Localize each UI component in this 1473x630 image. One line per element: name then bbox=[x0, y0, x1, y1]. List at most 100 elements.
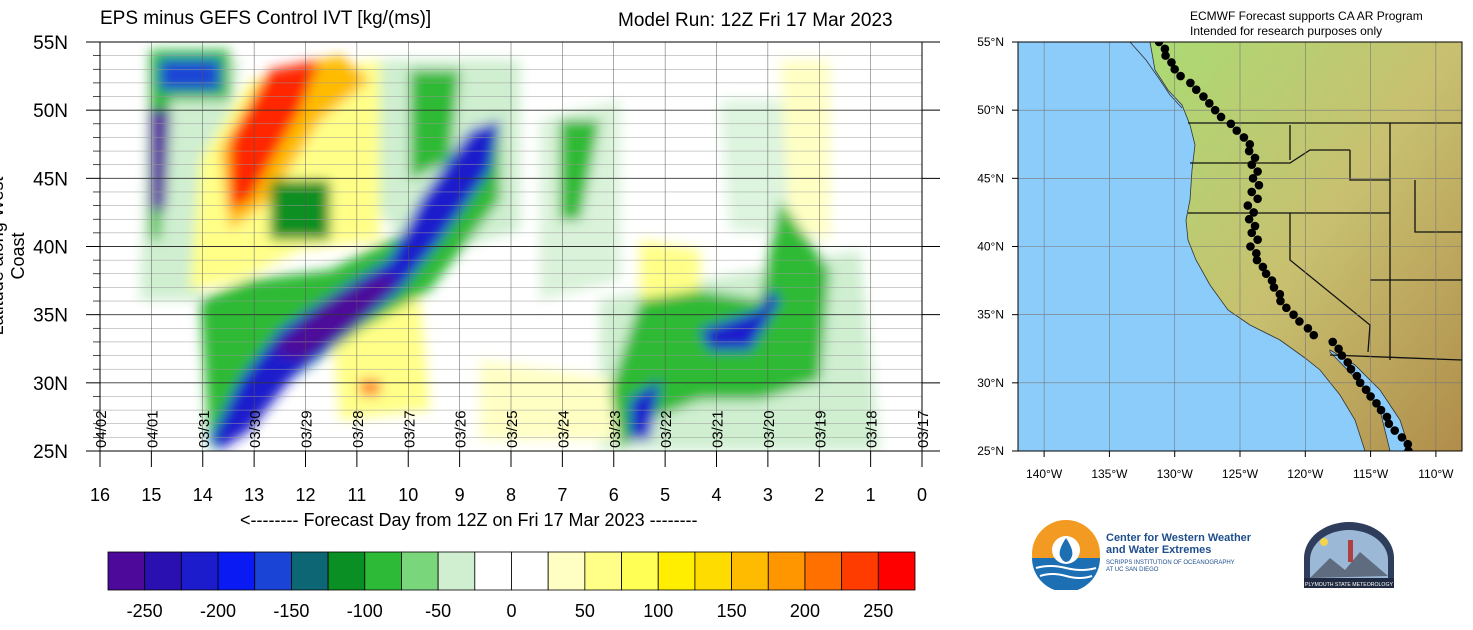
coast-point bbox=[1352, 371, 1362, 381]
coast-point bbox=[1205, 99, 1214, 108]
coast-point bbox=[1167, 58, 1176, 67]
x-tick-label: 3 bbox=[763, 485, 773, 505]
coast-point bbox=[1382, 412, 1392, 422]
map-lon-label: 125°W bbox=[1222, 467, 1259, 481]
coast-point bbox=[1337, 351, 1347, 360]
coast-point bbox=[1253, 235, 1262, 244]
coast-point bbox=[1253, 167, 1262, 176]
map-lat-label: 40°N bbox=[977, 240, 1004, 254]
coast-point bbox=[1253, 194, 1262, 204]
coast-point bbox=[1346, 364, 1356, 374]
date-label: 03/18 bbox=[864, 410, 881, 448]
map-lon-label: 110°W bbox=[1418, 467, 1454, 481]
y-ticks: 25N 30N 35N 40N 45N 50N 55N bbox=[33, 33, 940, 463]
coast-point bbox=[1376, 405, 1386, 415]
coast-point bbox=[1216, 112, 1226, 122]
colorbar-swatch bbox=[584, 551, 622, 591]
date-label: 03/28 bbox=[350, 410, 367, 448]
coast-point bbox=[1252, 249, 1261, 258]
coast-point bbox=[1226, 119, 1236, 129]
coast-point bbox=[1160, 44, 1170, 54]
x-tick-label: 10 bbox=[398, 485, 418, 505]
date-label: 03/25 bbox=[504, 410, 521, 448]
colorbar-label: -250 bbox=[127, 601, 163, 621]
coast-point bbox=[1244, 146, 1254, 156]
coast-point bbox=[1170, 64, 1180, 74]
coast-point bbox=[1244, 214, 1254, 224]
model-run-label: Model Run: 12Z Fri 17 Mar 2023 bbox=[618, 10, 893, 31]
coast-point bbox=[1261, 269, 1271, 279]
colorbar-label: 100 bbox=[643, 601, 673, 621]
date-label: 03/19 bbox=[812, 410, 829, 448]
map-lon-label: 115°W bbox=[1353, 467, 1389, 481]
coast-point bbox=[1275, 289, 1285, 299]
y-tick-label: 45N bbox=[33, 169, 68, 190]
colorbar-labels: -250 -200 -150 -100 -50 0 50 100 150 200 250 bbox=[127, 601, 894, 621]
date-label: 03/17 bbox=[915, 410, 932, 448]
coast-point bbox=[1250, 153, 1260, 163]
colorbar-swatch bbox=[107, 551, 146, 591]
coast-point bbox=[1154, 42, 1164, 47]
coast-point bbox=[1248, 174, 1258, 183]
colorbar-swatch bbox=[511, 551, 549, 591]
colorbar-label: 50 bbox=[575, 601, 595, 621]
date-label: 03/30 bbox=[247, 410, 264, 448]
colorbar-swatch bbox=[401, 551, 439, 591]
coast-point bbox=[1397, 433, 1407, 442]
colorbar-label: 0 bbox=[506, 601, 516, 621]
coast-point bbox=[1295, 317, 1304, 326]
coast-point bbox=[1245, 139, 1255, 149]
coast-point bbox=[1309, 330, 1319, 340]
colorbar-label: 150 bbox=[717, 601, 747, 621]
map-notice-line2: Intended for research purposes only bbox=[1190, 24, 1383, 38]
cw3e-sub2: AT UC SAN DIEGO bbox=[1106, 567, 1159, 573]
y-tick-label: 35N bbox=[33, 306, 68, 327]
colorbar-swatch bbox=[657, 551, 696, 591]
x-tick-label: 1 bbox=[866, 485, 876, 505]
y-tick-label: 50N bbox=[33, 101, 68, 122]
date-labels: 04/02 04/01 03/31 03/30 03/29 03/28 03/27 03/26… bbox=[93, 410, 932, 448]
psu-logo-text: PLYMOUTH STATE METEOROLOGY bbox=[1305, 582, 1393, 588]
coast-point bbox=[1254, 180, 1264, 190]
map-lon-labels: 140°W 135°W 130°W 125°W 120°W 115°W 110°W bbox=[1026, 451, 1454, 481]
y-tick-label: 30N bbox=[33, 374, 68, 395]
colorbar-swatch bbox=[547, 551, 586, 591]
y-tick-label: 40N bbox=[33, 238, 68, 259]
map-lat-label: 35°N bbox=[977, 308, 1004, 322]
colorbar-swatch bbox=[841, 551, 879, 591]
coast-point bbox=[1355, 378, 1365, 388]
coast-point bbox=[1249, 208, 1259, 217]
map-notice-line1: ECMWF Forecast supports CA AR Program bbox=[1190, 9, 1423, 23]
colorbar-swatch bbox=[437, 551, 476, 591]
date-label: 03/24 bbox=[555, 410, 572, 448]
water-drop-icon bbox=[1059, 538, 1073, 562]
coast-point bbox=[1239, 133, 1249, 142]
x-tick-label: 6 bbox=[609, 485, 619, 505]
map-lat-label: 45°N bbox=[977, 171, 1004, 185]
coast-point bbox=[1250, 221, 1260, 231]
colorbar-swatch bbox=[180, 551, 219, 591]
x-tick-label: 4 bbox=[711, 485, 721, 505]
sun-icon bbox=[1320, 538, 1328, 546]
colorbar-label: -150 bbox=[273, 601, 309, 621]
coast-point bbox=[1269, 283, 1279, 292]
colorbar-label: 250 bbox=[863, 601, 893, 621]
map-lat-label: 30°N bbox=[977, 376, 1004, 390]
coast-point bbox=[1267, 276, 1277, 285]
x-tick-label: 13 bbox=[244, 485, 264, 505]
date-label: 04/02 bbox=[93, 410, 110, 448]
map-lon-label: 135°W bbox=[1091, 467, 1128, 481]
coast-point bbox=[1252, 255, 1262, 265]
coast-point bbox=[1191, 85, 1201, 95]
map-lat-label: 50°N bbox=[977, 103, 1004, 117]
map-lat-labels: 55°N 50°N 45°N 40°N 35°N 30°N 25°N bbox=[977, 35, 1018, 458]
date-label: 03/23 bbox=[607, 410, 624, 448]
lighthouse-icon bbox=[1348, 540, 1353, 562]
coast-point bbox=[1276, 296, 1285, 306]
colorbar-swatch bbox=[731, 551, 769, 591]
chart-title: EPS minus GEFS Control IVT [kg/(ms)] bbox=[100, 8, 432, 29]
colorbar-swatch bbox=[291, 551, 329, 591]
x-tick-label: 11 bbox=[348, 485, 367, 505]
cw3e-line1: Center for Western Weather bbox=[1106, 532, 1252, 544]
cw3e-logo-title: Center for Western Weather and Water Ext… bbox=[1106, 532, 1251, 556]
